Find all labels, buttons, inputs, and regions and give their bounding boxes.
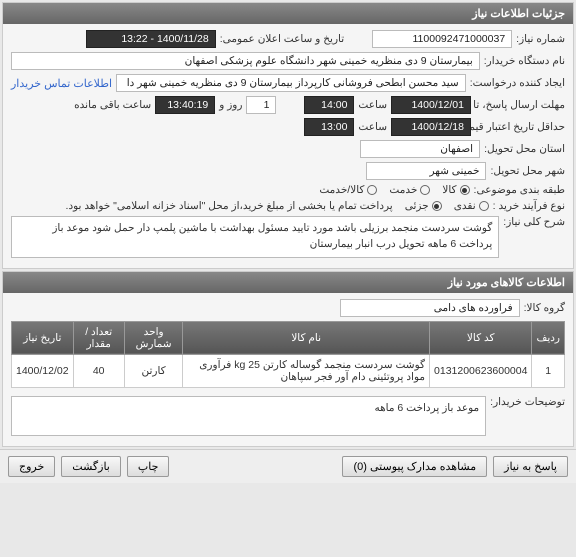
radio-dot-icon: [420, 185, 430, 195]
need-number-label: شماره نیاز:: [516, 33, 565, 45]
goods-info-panel: اطلاعات کالاهای مورد نیاز گروه کالا: فرا…: [2, 271, 574, 447]
cell-code: 0131200623600004: [430, 354, 532, 387]
cell-qty: 40: [73, 354, 124, 387]
validity-label: حداقل تاریخ اعتبار قیمت، تا تاریخ:: [475, 121, 565, 133]
footer-bar: پاسخ به نیاز مشاهده مدارک پیوستی (0) چاپ…: [0, 449, 576, 483]
radio-dot-icon: [432, 201, 442, 211]
need-number-field: 1100092471000037: [372, 30, 512, 48]
col-row: ردیف: [532, 321, 565, 354]
goods-group-label: گروه کالا:: [524, 302, 565, 314]
requester-label: ایجاد کننده درخواست:: [470, 77, 565, 89]
col-code: کد کالا: [430, 321, 532, 354]
buyer-notes-box: موعد باز پرداخت 6 ماهه: [11, 396, 486, 436]
time-label-1: ساعت: [358, 99, 387, 111]
return-button[interactable]: بازگشت: [61, 456, 121, 477]
col-unit: واحد شمارش: [124, 321, 183, 354]
footer-left: چاپ بازگشت خروج: [8, 456, 169, 477]
need-details-panel: جزئیات اطلاعات نیاز شماره نیاز: 11000924…: [2, 2, 574, 269]
radio-goods-service[interactable]: کالا/خدمت: [319, 184, 377, 196]
days-field: 1: [246, 96, 276, 114]
radio-dot-icon: [367, 185, 377, 195]
announce-field: 1400/11/28 - 13:22: [86, 30, 216, 48]
print-button[interactable]: چاپ: [127, 456, 170, 477]
validity-time-field: 13:00: [304, 118, 354, 136]
panel-body-2: گروه کالا: فراورده های دامی ردیف کد کالا…: [3, 293, 573, 446]
purchase-type-radio-group: نقدی جزئی: [405, 200, 489, 212]
radio-dot-icon: [460, 185, 470, 195]
desc-box: گوشت سردست منجمد برزیلی باشد مورد تایید …: [11, 216, 499, 258]
buyer-org-label: نام دستگاه خریدار:: [484, 55, 565, 67]
attachments-button[interactable]: مشاهده مدارک پیوستی (0): [342, 456, 487, 477]
deadline-time-field: 14:00: [304, 96, 354, 114]
deliver-city-field: خمینی شهر: [366, 162, 486, 180]
reply-button[interactable]: پاسخ به نیاز: [493, 456, 568, 477]
desc-label: شرح کلی نیاز:: [503, 216, 565, 228]
cell-unit: کارتن: [124, 354, 183, 387]
footer-right: پاسخ به نیاز مشاهده مدارک پیوستی (0): [342, 456, 568, 477]
panel-body: شماره نیاز: 1100092471000037 تاریخ و ساع…: [3, 24, 573, 268]
time-label-2: ساعت: [358, 121, 387, 133]
panel-header: جزئیات اطلاعات نیاز: [3, 3, 573, 24]
deliver-city-label: شهر محل تحویل:: [490, 165, 565, 177]
deadline-label: مهلت ارسال پاسخ، تا تاریخ:: [475, 99, 565, 111]
col-name: نام کالا: [183, 321, 430, 354]
radio-goods[interactable]: کالا: [442, 184, 469, 196]
buyer-notes-label: توضیحات خریدار:: [490, 396, 565, 408]
remain-label: ساعت باقی مانده: [74, 99, 151, 111]
announce-label: تاریخ و ساعت اعلان عمومی:: [220, 33, 344, 45]
col-qty: تعداد / مقدار: [73, 321, 124, 354]
col-date: تاریخ نیاز: [12, 321, 74, 354]
purchase-type-label: نوع فرآیند خرید :: [493, 200, 565, 212]
radio-dot-icon: [479, 201, 489, 211]
deliver-loc-label: استان محل تحویل:: [484, 143, 565, 155]
table-header-row: ردیف کد کالا نام کالا واحد شمارش تعداد /…: [12, 321, 565, 354]
category-radio-group: کالا خدمت کالا/خدمت: [319, 184, 469, 196]
radio-partial[interactable]: جزئی: [405, 200, 442, 212]
goods-group-field: فراورده های دامی: [340, 299, 520, 317]
deadline-date-field: 1400/12/01: [391, 96, 471, 114]
deliver-loc-field: اصفهان: [360, 140, 480, 158]
days-label: روز و: [219, 99, 242, 111]
requester-field: سید محسن ابطحی فروشانی کارپرداز بیمارستا…: [116, 74, 466, 92]
radio-cash[interactable]: نقدی: [454, 200, 489, 212]
buyer-org-field: بیمارستان 9 دی منظریه خمینی شهر دانشگاه …: [11, 52, 480, 70]
panel-header-2: اطلاعات کالاهای مورد نیاز: [3, 272, 573, 293]
cell-row: 1: [532, 354, 565, 387]
cell-date: 1400/12/02: [12, 354, 74, 387]
category-label: طبقه بندی موضوعی:: [474, 184, 565, 196]
table-row[interactable]: 1 0131200623600004 گوشت سردست منجمد گوسا…: [12, 354, 565, 387]
purchase-note: پرداخت تمام یا بخشی از مبلغ خرید،از محل …: [66, 200, 393, 212]
contact-link[interactable]: اطلاعات تماس خریدار: [11, 77, 112, 90]
remain-time-field: 13:40:19: [155, 96, 215, 114]
validity-date-field: 1400/12/18: [391, 118, 471, 136]
exit-button[interactable]: خروج: [8, 456, 55, 477]
cell-name: گوشت سردست منجمد گوساله کارتن 25 kg فرآو…: [183, 354, 430, 387]
goods-table: ردیف کد کالا نام کالا واحد شمارش تعداد /…: [11, 321, 565, 388]
radio-service[interactable]: خدمت: [389, 184, 430, 196]
